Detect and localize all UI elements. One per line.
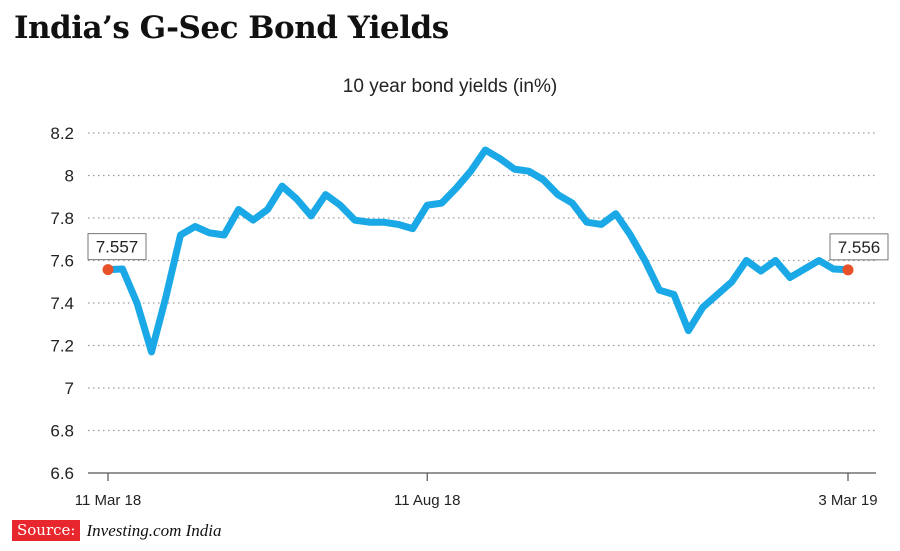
data-point (250, 217, 257, 224)
data-point (612, 210, 619, 217)
data-point (279, 183, 286, 190)
data-point (786, 274, 793, 281)
chart-series (104, 146, 852, 356)
data-label-box (87, 233, 147, 261)
y-tick-label: 8.2 (50, 124, 74, 143)
data-label: 7.557 (96, 238, 139, 257)
data-point (583, 219, 590, 226)
data-point (177, 232, 184, 239)
endpoint-marker (102, 264, 114, 276)
source-text: Investing.com India (86, 520, 222, 540)
data-point (641, 257, 648, 264)
endpoint-marker (842, 264, 854, 276)
data-point (293, 195, 300, 202)
data-point (482, 147, 489, 154)
data-point (221, 232, 228, 239)
data-point (670, 291, 677, 298)
data-point (511, 166, 518, 173)
data-label: 7.556 (838, 238, 881, 257)
data-point (308, 212, 315, 219)
y-tick-label: 7 (65, 379, 74, 398)
data-point (554, 191, 561, 198)
data-point (235, 206, 242, 213)
data-point (757, 268, 764, 275)
data-point (685, 327, 692, 334)
chart-subtitle: 10 year bond yields (in%) (342, 76, 558, 97)
chart-annotations: 7.557 7.556 (87, 233, 889, 276)
data-point (772, 257, 779, 264)
y-tick-label: 7.2 (50, 337, 74, 356)
y-tick-label: 7.4 (50, 294, 74, 313)
data-point (656, 287, 663, 294)
y-tick-label: 6.6 (50, 464, 74, 483)
data-point (467, 168, 474, 175)
data-point (453, 185, 460, 192)
x-tick-label: 11 Aug 18 (394, 492, 460, 509)
data-point (409, 225, 416, 232)
source-label: Source: (12, 520, 81, 541)
series-line (104, 146, 852, 356)
data-point (627, 232, 634, 239)
data-point (163, 293, 170, 300)
data-point (598, 221, 605, 228)
data-point (714, 291, 721, 298)
data-point (496, 155, 503, 162)
data-point (148, 348, 155, 355)
page-title: India’s G-Sec Bond Yields (14, 10, 449, 46)
data-point (540, 176, 547, 183)
y-tick-label: 7.8 (50, 209, 74, 228)
chart-grid (88, 132, 876, 432)
data-point (743, 257, 750, 264)
y-tick-label: 6.8 (50, 422, 74, 441)
data-point (438, 200, 445, 207)
data-point (424, 202, 431, 209)
data-point (801, 266, 808, 273)
data-point (134, 300, 141, 307)
source-credit: Source: Investing.com India (12, 520, 222, 541)
data-point (728, 278, 735, 285)
data-label-box (829, 233, 889, 261)
data-point (815, 257, 822, 264)
data-point (699, 304, 706, 311)
x-axis: 11 Mar 18 11 Aug 18 3 Mar 19 (75, 472, 878, 509)
data-point (569, 200, 576, 207)
data-point (380, 219, 387, 226)
data-point (830, 266, 837, 273)
data-point (525, 168, 532, 175)
data-point (395, 221, 402, 228)
data-point (337, 202, 344, 209)
data-point (322, 191, 329, 198)
data-point (351, 217, 358, 224)
data-point (264, 206, 271, 213)
data-point (192, 223, 199, 230)
data-point (366, 219, 373, 226)
y-axis-ticks: 6.6 6.8 7 7.2 7.4 7.6 7.8 8 8.2 (50, 124, 74, 483)
data-point (119, 266, 126, 273)
y-tick-label: 7.6 (50, 252, 74, 271)
x-tick-label: 3 Mar 19 (818, 492, 877, 509)
y-tick-label: 8 (65, 167, 74, 186)
data-point (206, 229, 213, 236)
x-tick-label: 11 Mar 18 (75, 492, 141, 509)
